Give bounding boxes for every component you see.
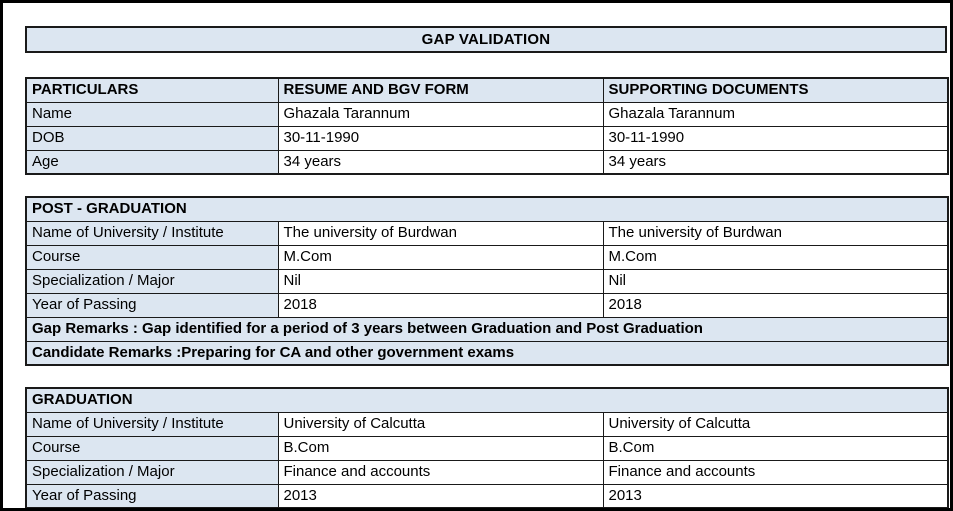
resume-value: University of Calcutta xyxy=(277,411,604,437)
supporting-value: 34 years xyxy=(602,149,949,175)
row-label: Course xyxy=(25,435,279,461)
row-label: Age xyxy=(25,149,279,175)
supporting-value: Finance and accounts xyxy=(602,459,949,485)
supporting-value: The university of Burdwan xyxy=(602,220,949,246)
table-header-row: PARTICULARS RESUME AND BGV FORM SUPPORTI… xyxy=(25,77,949,103)
row-label: Specialization / Major xyxy=(25,459,279,485)
section-title-graduation: GRADUATION xyxy=(25,387,949,413)
row-label: Course xyxy=(25,244,279,270)
row-label: Specialization / Major xyxy=(25,268,279,294)
section-title-post-graduation: POST - GRADUATION xyxy=(25,196,949,222)
post-graduation-table: POST - GRADUATION Name of University / I… xyxy=(25,196,950,366)
table-row-specialization: Specialization / Major Nil Nil xyxy=(25,268,949,294)
table-row-specialization: Specialization / Major Finance and accou… xyxy=(25,459,949,485)
supporting-value: Nil xyxy=(602,268,949,294)
row-label: Name of University / Institute xyxy=(25,220,279,246)
graduation-table: GRADUATION Name of University / Institut… xyxy=(25,387,949,508)
supporting-value: University of Calcutta xyxy=(602,411,949,437)
column-header-supporting: SUPPORTING DOCUMENTS xyxy=(602,77,949,103)
row-label: Name of University / Institute xyxy=(25,411,279,437)
row-label: DOB xyxy=(25,125,279,151)
table-row-course: Course B.Com B.Com xyxy=(25,435,949,461)
supporting-value: Ghazala Tarannum xyxy=(602,101,949,127)
table-row-dob: DOB 30-11-1990 30-11-1990 xyxy=(25,125,949,151)
resume-value: 34 years xyxy=(277,149,604,175)
column-header-particulars: PARTICULARS xyxy=(25,77,279,103)
resume-value: Ghazala Tarannum xyxy=(277,101,604,127)
resume-value: B.Com xyxy=(277,435,604,461)
row-label: Name xyxy=(25,101,279,127)
table-row-age: Age 34 years 34 years xyxy=(25,149,949,175)
document-content: GAP VALIDATION PARTICULARS RESUME AND BG… xyxy=(3,3,950,508)
resume-value: 2013 xyxy=(277,483,604,508)
table-row-university: Name of University / Institute The unive… xyxy=(25,220,949,246)
section-header-row: POST - GRADUATION xyxy=(25,196,949,222)
section-header-row: GRADUATION xyxy=(25,387,949,413)
supporting-value: B.Com xyxy=(602,435,949,461)
supporting-value: 30-11-1990 xyxy=(602,125,949,151)
row-label: Year of Passing xyxy=(25,292,279,318)
resume-value: M.Com xyxy=(277,244,604,270)
table-row-university: Name of University / Institute Universit… xyxy=(25,411,949,437)
resume-value: The university of Burdwan xyxy=(277,220,604,246)
supporting-value: 2013 xyxy=(602,483,949,508)
resume-value: Finance and accounts xyxy=(277,459,604,485)
particulars-table: PARTICULARS RESUME AND BGV FORM SUPPORTI… xyxy=(25,77,949,175)
supporting-value: M.Com xyxy=(602,244,949,270)
candidate-remarks-text: Candidate Remarks :Preparing for CA and … xyxy=(25,340,949,366)
gap-remarks-text: Gap Remarks : Gap identified for a perio… xyxy=(25,316,949,342)
row-label: Year of Passing xyxy=(25,483,279,508)
supporting-value: 2018 xyxy=(602,292,949,318)
table-row-name: Name Ghazala Tarannum Ghazala Tarannum xyxy=(25,101,949,127)
table-row-year: Year of Passing 2013 2013 xyxy=(25,483,949,508)
page-title: GAP VALIDATION xyxy=(25,26,947,53)
column-header-resume: RESUME AND BGV FORM xyxy=(277,77,604,103)
gap-remarks-row: Gap Remarks : Gap identified for a perio… xyxy=(25,316,949,342)
table-row-course: Course M.Com M.Com xyxy=(25,244,949,270)
table-row-year: Year of Passing 2018 2018 xyxy=(25,292,949,318)
resume-value: 30-11-1990 xyxy=(277,125,604,151)
resume-value: 2018 xyxy=(277,292,604,318)
candidate-remarks-row: Candidate Remarks :Preparing for CA and … xyxy=(25,340,949,366)
resume-value: Nil xyxy=(277,268,604,294)
